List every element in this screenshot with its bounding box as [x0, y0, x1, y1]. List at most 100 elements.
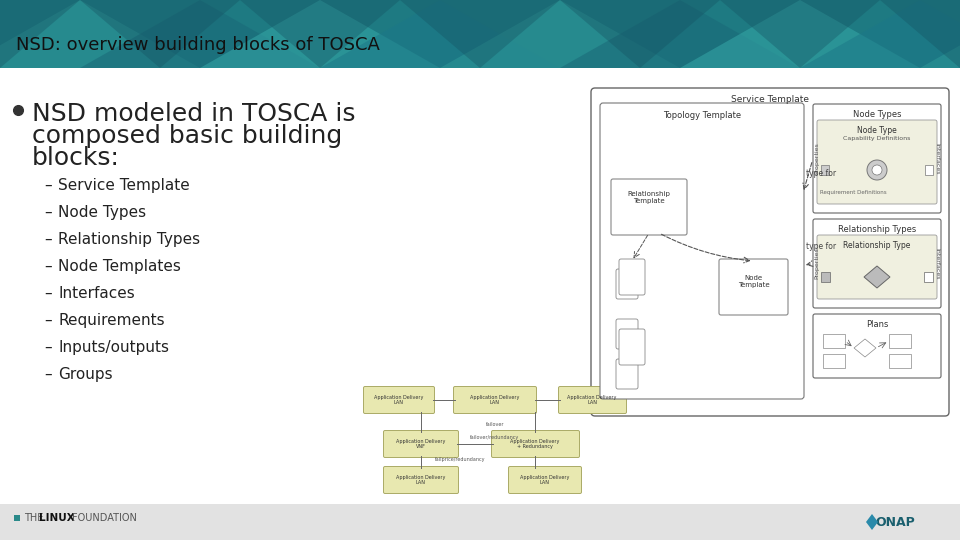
FancyBboxPatch shape [813, 219, 941, 308]
Polygon shape [240, 0, 400, 68]
Text: FOUNDATION: FOUNDATION [72, 513, 137, 523]
Text: Node Type: Node Type [857, 126, 897, 135]
Text: ONAP: ONAP [876, 516, 915, 529]
FancyBboxPatch shape [509, 467, 582, 494]
Text: Application Delivery
+ Redundancy: Application Delivery + Redundancy [511, 438, 560, 449]
Bar [889, 354, 911, 368]
Text: Node
Template: Node Template [737, 275, 769, 288]
Text: Interfaces: Interfaces [934, 248, 940, 279]
Polygon shape [720, 0, 880, 68]
Bar [0, 68, 960, 504]
Circle shape [867, 160, 887, 180]
FancyBboxPatch shape [616, 269, 638, 299]
Circle shape [872, 165, 882, 175]
Polygon shape [800, 0, 960, 68]
Polygon shape [880, 0, 960, 68]
Text: Node Templates: Node Templates [58, 259, 180, 274]
FancyBboxPatch shape [817, 235, 937, 299]
Text: type for: type for [806, 242, 836, 251]
Text: Plans: Plans [866, 320, 888, 329]
Polygon shape [80, 0, 240, 68]
Text: Node Types: Node Types [58, 205, 146, 220]
Text: Node Types: Node Types [852, 110, 901, 119]
Polygon shape [200, 0, 440, 68]
FancyBboxPatch shape [619, 329, 645, 365]
Bar [924, 272, 933, 282]
Polygon shape [854, 339, 876, 357]
Text: Properties: Properties [814, 143, 820, 174]
FancyBboxPatch shape [817, 120, 937, 204]
Polygon shape [560, 0, 800, 68]
Text: Requirement Definitions: Requirement Definitions [820, 190, 887, 195]
Bar [14, 515, 20, 521]
FancyBboxPatch shape [719, 259, 788, 315]
Text: –: – [44, 313, 52, 328]
FancyBboxPatch shape [616, 319, 638, 349]
Text: Application Delivery
LAN: Application Delivery LAN [396, 475, 445, 485]
Text: Application Delivery
LAN: Application Delivery LAN [470, 395, 519, 406]
FancyBboxPatch shape [619, 259, 645, 295]
FancyBboxPatch shape [364, 387, 435, 414]
Bar [821, 165, 829, 175]
FancyBboxPatch shape [492, 430, 580, 457]
Bar [823, 334, 845, 348]
Polygon shape [0, 0, 200, 68]
Text: type for: type for [806, 170, 836, 179]
Text: Service Template: Service Template [58, 178, 190, 193]
Text: composed basic building: composed basic building [32, 124, 343, 148]
Text: Relationship Type: Relationship Type [843, 241, 911, 250]
Bar [821, 272, 830, 282]
Text: Interfaces: Interfaces [934, 143, 940, 174]
Text: Application Delivery
LAN: Application Delivery LAN [567, 395, 616, 406]
Bar [823, 354, 845, 368]
Text: Properties: Properties [814, 248, 820, 279]
Text: NSD: overview building blocks of TOSCA: NSD: overview building blocks of TOSCA [16, 36, 380, 54]
Polygon shape [920, 0, 960, 68]
FancyBboxPatch shape [383, 430, 459, 457]
Text: Requirements: Requirements [58, 313, 164, 328]
Polygon shape [80, 0, 320, 68]
FancyBboxPatch shape [611, 179, 687, 235]
FancyBboxPatch shape [813, 314, 941, 378]
Bar [0, 0, 960, 68]
Polygon shape [0, 0, 80, 68]
Text: Application Delivery
LAN: Application Delivery LAN [520, 475, 569, 485]
Polygon shape [400, 0, 560, 68]
Text: Interfaces: Interfaces [58, 286, 134, 301]
Text: Application Delivery
VNF: Application Delivery VNF [396, 438, 445, 449]
Text: blocks:: blocks: [32, 146, 120, 170]
Polygon shape [560, 0, 720, 68]
Text: –: – [44, 286, 52, 301]
Text: Service Template: Service Template [731, 95, 809, 104]
Text: LINUX: LINUX [39, 513, 75, 523]
Text: –: – [44, 178, 52, 193]
Polygon shape [320, 0, 560, 68]
Bar [925, 165, 933, 175]
FancyBboxPatch shape [616, 359, 638, 389]
Text: Relationship Types: Relationship Types [58, 232, 200, 247]
FancyBboxPatch shape [383, 467, 459, 494]
Text: failover/redundancy: failover/redundancy [470, 435, 519, 441]
Text: Capability Definitions: Capability Definitions [843, 136, 911, 141]
Text: –: – [44, 340, 52, 355]
Text: THE: THE [24, 513, 46, 523]
Text: failover: failover [486, 422, 504, 427]
Polygon shape [864, 266, 890, 288]
Polygon shape [866, 514, 878, 530]
Text: –: – [44, 367, 52, 382]
FancyBboxPatch shape [813, 104, 941, 213]
Text: Application Delivery
LAN: Application Delivery LAN [374, 395, 423, 406]
Text: Relationship
Template: Relationship Template [628, 191, 670, 204]
Bar [889, 334, 911, 348]
Text: Relationship Types: Relationship Types [838, 225, 916, 234]
Text: –: – [44, 259, 52, 274]
Text: –: – [44, 205, 52, 220]
Bar [0, 504, 960, 540]
FancyBboxPatch shape [600, 103, 804, 399]
Text: Topology Template: Topology Template [663, 111, 741, 120]
Text: –: – [44, 232, 52, 247]
Text: Groups: Groups [58, 367, 112, 382]
Text: failprice/redundancy: failprice/redundancy [435, 457, 485, 462]
Polygon shape [440, 0, 680, 68]
Polygon shape [680, 0, 920, 68]
